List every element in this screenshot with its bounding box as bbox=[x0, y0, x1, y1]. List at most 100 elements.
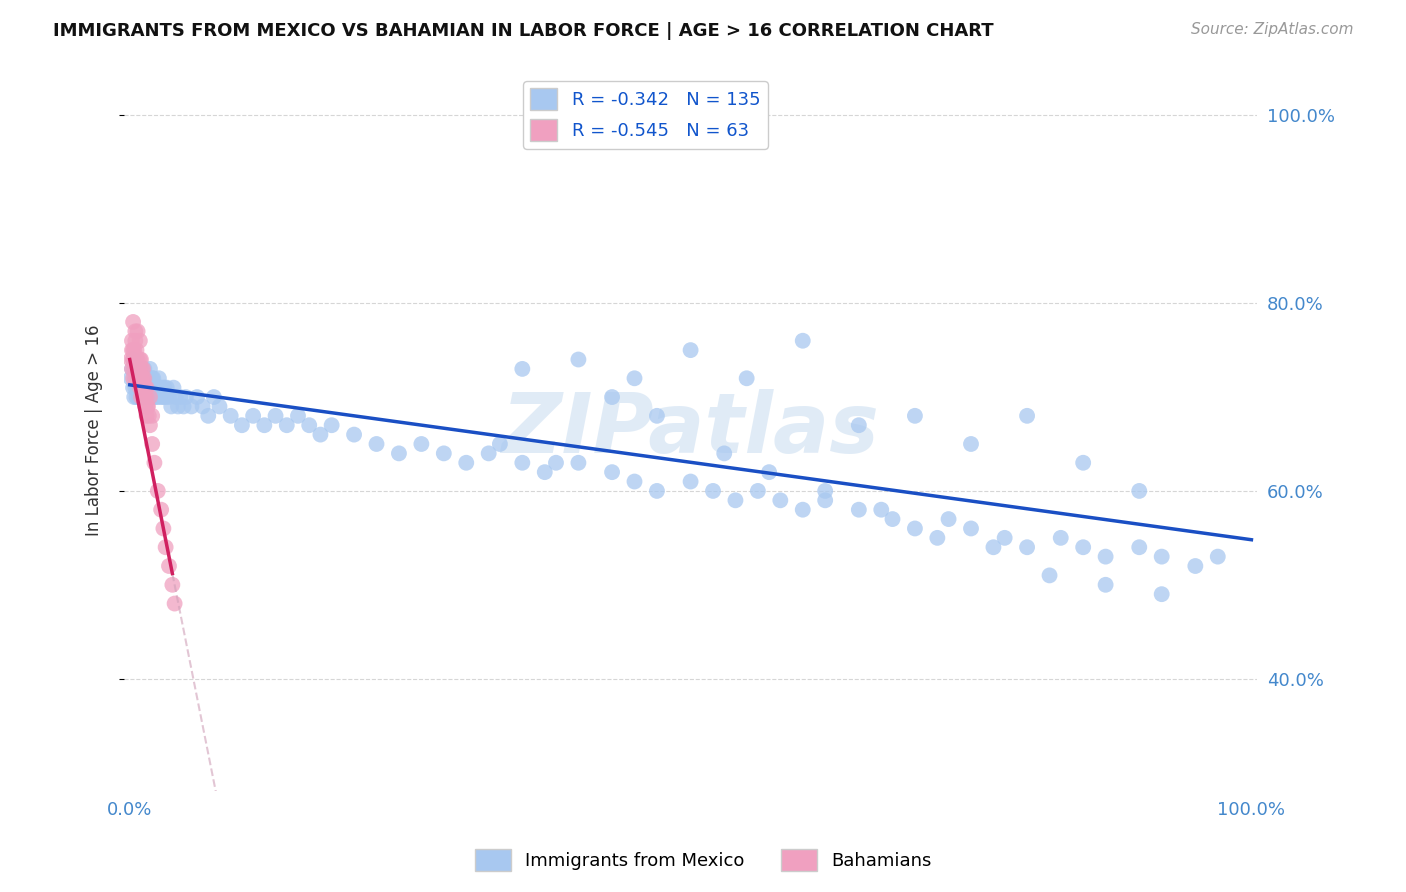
Point bbox=[848, 418, 870, 433]
Point bbox=[769, 493, 792, 508]
Point bbox=[134, 390, 156, 404]
Point bbox=[1150, 587, 1173, 601]
Point bbox=[162, 381, 184, 395]
Text: IMMIGRANTS FROM MEXICO VS BAHAMIAN IN LABOR FORCE | AGE > 16 CORRELATION CHART: IMMIGRANTS FROM MEXICO VS BAHAMIAN IN LA… bbox=[53, 22, 994, 40]
Point bbox=[138, 381, 160, 395]
Point bbox=[128, 381, 150, 395]
Point bbox=[163, 597, 186, 611]
Point bbox=[121, 343, 143, 358]
Point bbox=[128, 390, 150, 404]
Text: ZIPatlas: ZIPatlas bbox=[502, 390, 880, 470]
Point bbox=[870, 502, 893, 516]
Point bbox=[1150, 549, 1173, 564]
Point bbox=[1017, 541, 1039, 555]
Point bbox=[287, 409, 309, 423]
Point bbox=[150, 390, 173, 404]
Point bbox=[735, 371, 758, 385]
Text: Source: ZipAtlas.com: Source: ZipAtlas.com bbox=[1191, 22, 1354, 37]
Point bbox=[169, 390, 191, 404]
Point bbox=[478, 446, 501, 460]
Point bbox=[122, 352, 145, 367]
Point bbox=[983, 541, 1005, 555]
Point bbox=[145, 381, 167, 395]
Point bbox=[139, 418, 162, 433]
Point bbox=[128, 334, 150, 348]
Point bbox=[321, 418, 343, 433]
Point bbox=[131, 371, 153, 385]
Point bbox=[122, 343, 145, 358]
Point bbox=[131, 362, 153, 376]
Point bbox=[124, 334, 146, 348]
Point bbox=[600, 390, 623, 404]
Point bbox=[121, 334, 143, 348]
Point bbox=[134, 390, 156, 404]
Point bbox=[129, 362, 152, 376]
Point bbox=[309, 427, 332, 442]
Point bbox=[134, 371, 156, 385]
Point bbox=[134, 390, 156, 404]
Point bbox=[645, 483, 668, 498]
Point bbox=[343, 427, 366, 442]
Point bbox=[141, 409, 163, 423]
Point bbox=[127, 362, 149, 376]
Point bbox=[125, 362, 148, 376]
Point bbox=[1206, 549, 1229, 564]
Point bbox=[167, 400, 190, 414]
Point bbox=[122, 352, 145, 367]
Point bbox=[134, 381, 156, 395]
Point bbox=[679, 475, 702, 489]
Legend: Immigrants from Mexico, Bahamians: Immigrants from Mexico, Bahamians bbox=[467, 842, 939, 879]
Point bbox=[1017, 409, 1039, 423]
Point bbox=[148, 371, 170, 385]
Point bbox=[142, 390, 165, 404]
Point bbox=[135, 390, 157, 404]
Point bbox=[713, 446, 735, 460]
Point bbox=[136, 400, 159, 414]
Point bbox=[160, 400, 183, 414]
Point bbox=[122, 315, 145, 329]
Point bbox=[152, 390, 174, 404]
Point bbox=[146, 390, 169, 404]
Point bbox=[141, 371, 163, 385]
Point bbox=[127, 381, 149, 395]
Point bbox=[127, 352, 149, 367]
Point bbox=[127, 371, 149, 385]
Point bbox=[533, 465, 555, 479]
Point bbox=[512, 362, 534, 376]
Point bbox=[128, 381, 150, 395]
Point bbox=[253, 418, 276, 433]
Point bbox=[139, 390, 162, 404]
Point bbox=[1184, 559, 1206, 574]
Point bbox=[128, 352, 150, 367]
Point bbox=[135, 381, 157, 395]
Point bbox=[366, 437, 388, 451]
Point bbox=[149, 381, 172, 395]
Point bbox=[679, 343, 702, 358]
Point bbox=[122, 390, 145, 404]
Point bbox=[139, 390, 162, 404]
Point bbox=[134, 362, 156, 376]
Point bbox=[747, 483, 769, 498]
Point bbox=[128, 362, 150, 376]
Point bbox=[134, 390, 156, 404]
Point bbox=[139, 362, 162, 376]
Point bbox=[157, 390, 180, 404]
Point bbox=[186, 390, 208, 404]
Point bbox=[128, 362, 150, 376]
Point bbox=[567, 352, 589, 367]
Point bbox=[128, 371, 150, 385]
Point bbox=[131, 390, 153, 404]
Point bbox=[145, 390, 167, 404]
Point bbox=[134, 381, 156, 395]
Point bbox=[1128, 483, 1150, 498]
Point bbox=[143, 381, 166, 395]
Point bbox=[197, 409, 219, 423]
Point bbox=[132, 362, 155, 376]
Point bbox=[792, 334, 814, 348]
Point bbox=[298, 418, 321, 433]
Point bbox=[141, 437, 163, 451]
Point bbox=[134, 400, 156, 414]
Point bbox=[489, 437, 512, 451]
Point bbox=[623, 475, 645, 489]
Legend: R = -0.342   N = 135, R = -0.545   N = 63: R = -0.342 N = 135, R = -0.545 N = 63 bbox=[523, 81, 768, 149]
